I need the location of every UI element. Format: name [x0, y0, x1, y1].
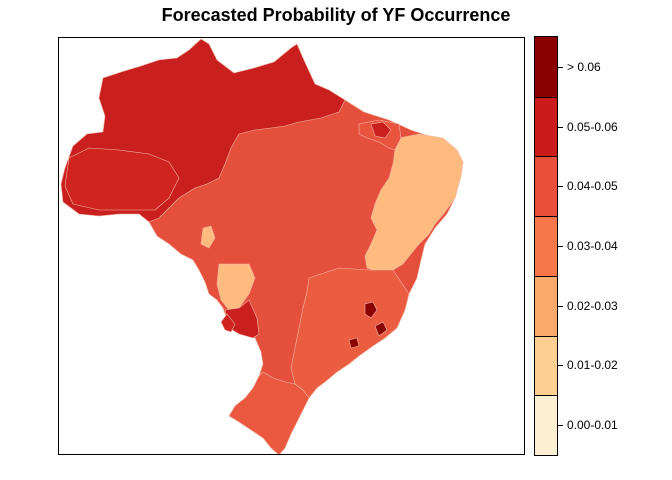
hotspot-south-coast	[348, 337, 360, 349]
legend-label: 0.00-0.01	[567, 418, 618, 432]
legend-swatch	[535, 216, 557, 276]
legend-tick	[558, 127, 563, 128]
legend-label: 0.05-0.06	[567, 120, 618, 134]
legend-tick	[558, 425, 563, 426]
legend-label: 0.04-0.05	[567, 179, 618, 193]
legend-tick	[558, 306, 563, 307]
legend-label: 0.02-0.03	[567, 299, 618, 313]
legend-swatch	[535, 335, 557, 396]
region-small-patch	[200, 225, 216, 249]
legend-tick	[558, 186, 563, 187]
legend-swatch	[535, 37, 557, 97]
region-southwest-tip	[220, 313, 236, 333]
legend-tick	[558, 67, 563, 68]
map-panel	[58, 37, 525, 455]
legend-tick	[558, 246, 563, 247]
hotspot-southeast-1	[364, 301, 378, 319]
legend-label: > 0.06	[567, 60, 601, 74]
legend-swatch	[535, 96, 557, 157]
brazil-choropleth	[60, 38, 464, 454]
hotspot-southeast-2	[374, 321, 388, 337]
legend-swatch	[535, 156, 557, 217]
map-title: Forecasted Probability of YF Occurrence	[161, 5, 511, 25]
region-amazon-core	[64, 147, 180, 211]
legend-swatch	[535, 275, 557, 336]
legend-swatch	[535, 395, 557, 455]
legend-label: 0.01-0.02	[567, 358, 618, 372]
legend-colorbar	[534, 36, 558, 456]
legend-tick	[558, 365, 563, 366]
region-southeast	[290, 267, 410, 399]
region-northeast-low	[364, 133, 464, 273]
hotspot-northeast-corner	[370, 121, 392, 139]
legend-label: 0.03-0.04	[567, 239, 618, 253]
